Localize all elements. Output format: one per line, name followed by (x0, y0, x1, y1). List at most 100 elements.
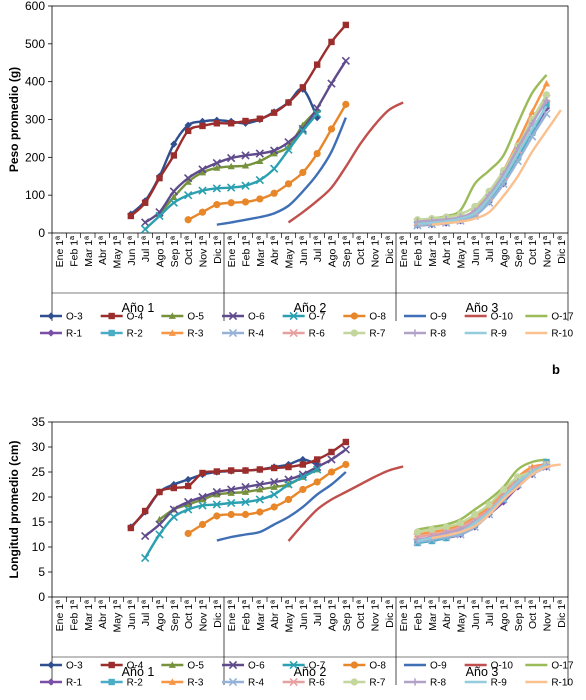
legend-marker (289, 311, 298, 321)
data-point-O-6 (341, 56, 350, 66)
data-point-O-6 (341, 445, 350, 454)
legend-marker (168, 329, 176, 336)
legend-item-O-7: O-7 (282, 660, 326, 672)
x-tick-label: Jul 1ª (312, 236, 324, 262)
legend-marker (350, 661, 358, 669)
data-point-O-7 (155, 211, 164, 221)
data-point-R-2 (528, 129, 536, 136)
legend-label: O-3 (66, 661, 83, 672)
x-tick-label: Mar 1ª (427, 236, 439, 267)
data-point-R-2 (514, 154, 522, 161)
data-point-O-6 (198, 492, 207, 502)
data-point-O-8 (327, 468, 336, 476)
data-point-O-5 (170, 193, 178, 200)
data-point-O-6 (327, 79, 336, 88)
data-point-O-4 (170, 152, 178, 159)
data-point-O-4 (184, 482, 192, 490)
legend-label: R-6 (309, 678, 326, 689)
x-tick-label: Jun 1ª (298, 600, 310, 630)
x-tick-label: May 1ª (284, 600, 296, 633)
legend-item-O-9: O-9 (404, 312, 447, 323)
data-point-O-7 (270, 164, 279, 173)
legend-label: R-8 (430, 678, 447, 689)
data-point-O-7 (255, 175, 264, 185)
series-line-R-7 (417, 94, 548, 221)
x-tick-label: Oct 1ª (527, 600, 539, 629)
legend-label: R-3 (187, 678, 204, 689)
data-point-O-6 (227, 153, 236, 163)
data-point-O-5 (213, 164, 221, 171)
x-tick-label: Feb 1ª (413, 236, 425, 267)
data-point-O-4 (342, 21, 350, 29)
data-point-O-4 (256, 115, 264, 122)
y-tick-label: 100 (25, 188, 45, 202)
data-point-O-3 (170, 140, 178, 148)
y-tick-label: 600 (25, 0, 45, 13)
legend-label: O-9 (430, 661, 447, 672)
data-point-O-4 (256, 466, 264, 473)
x-tick-label: Sep 1ª (513, 600, 525, 631)
data-point-O-6 (255, 149, 264, 158)
legend-marker (228, 660, 238, 670)
x-tick-label: May 1ª (456, 236, 468, 269)
legend-item-O-5: O-5 (161, 312, 204, 323)
data-point-O-4 (227, 120, 235, 127)
data-point-O-4 (127, 524, 135, 532)
x-tick-label: Dic 1ª (212, 600, 224, 628)
data-point-O-4 (141, 199, 149, 206)
data-point-O-8 (284, 495, 293, 504)
data-point-O-4 (156, 488, 163, 496)
x-tick-label: Jun 1ª (470, 600, 482, 630)
data-point-O-6 (227, 485, 236, 494)
data-point-O-8 (227, 199, 235, 207)
data-point-O-7 (155, 530, 164, 539)
data-point-O-4 (242, 467, 249, 474)
y-axis-label: Longitud promedio (cm) (7, 441, 21, 579)
data-point-O-4 (285, 99, 292, 106)
legend-label: O-8 (369, 661, 386, 672)
data-point-O-7 (255, 495, 264, 504)
data-point-O-5 (198, 168, 207, 176)
legend-label: O-5 (187, 661, 204, 672)
data-point-O-6 (241, 151, 250, 160)
legend-marker (47, 661, 55, 669)
series-line-O-4 (129, 441, 347, 529)
x-tick-label: Sep 1ª (341, 600, 353, 631)
x-tick-label: Ago 1ª (155, 600, 167, 631)
data-point-R-7 (514, 473, 522, 481)
x-tick-label: Jul 1ª (312, 600, 324, 626)
data-point-O-4 (199, 122, 206, 130)
x-tick-label: Dic 1ª (384, 600, 396, 628)
legend-label: R-4 (248, 678, 265, 689)
data-point-O-4 (141, 507, 149, 515)
x-tick-label: Dic 1ª (556, 236, 568, 264)
data-point-O-4 (270, 109, 278, 116)
series-line-R-9 (417, 105, 548, 226)
y-tick-label: 20 (32, 490, 46, 504)
data-point-R-7 (542, 91, 551, 99)
x-tick-label: Feb 1ª (413, 600, 425, 631)
data-point-O-4 (342, 438, 350, 446)
data-point-R-7 (456, 519, 465, 527)
legend-marker (228, 328, 238, 338)
legend-label: R-1 (66, 678, 83, 689)
x-tick-label: Feb 1ª (69, 236, 81, 267)
data-point-R-8 (542, 96, 551, 105)
legend-marker (289, 677, 298, 687)
legend-marker (350, 678, 358, 686)
legend-marker (289, 660, 298, 670)
legend-item-O-4: O-4 (100, 312, 144, 323)
data-point-O-8 (270, 503, 278, 511)
data-point-O-7 (241, 497, 250, 507)
y-tick-label: 15 (32, 515, 46, 529)
legend-marker (47, 312, 55, 320)
data-point-O-8 (256, 508, 264, 516)
legend-item-O-10: O-10 (464, 312, 513, 323)
data-point-R-7 (442, 523, 450, 531)
x-tick-label: Ago 1ª (327, 236, 339, 267)
data-point-O-5 (270, 483, 278, 490)
data-point-R-7 (413, 528, 422, 536)
chart-length: 0 5 10 15 20 25 30 35 Longitud promedio (cm) Ene … (7, 415, 574, 689)
series-line-O-10 (287, 465, 404, 542)
